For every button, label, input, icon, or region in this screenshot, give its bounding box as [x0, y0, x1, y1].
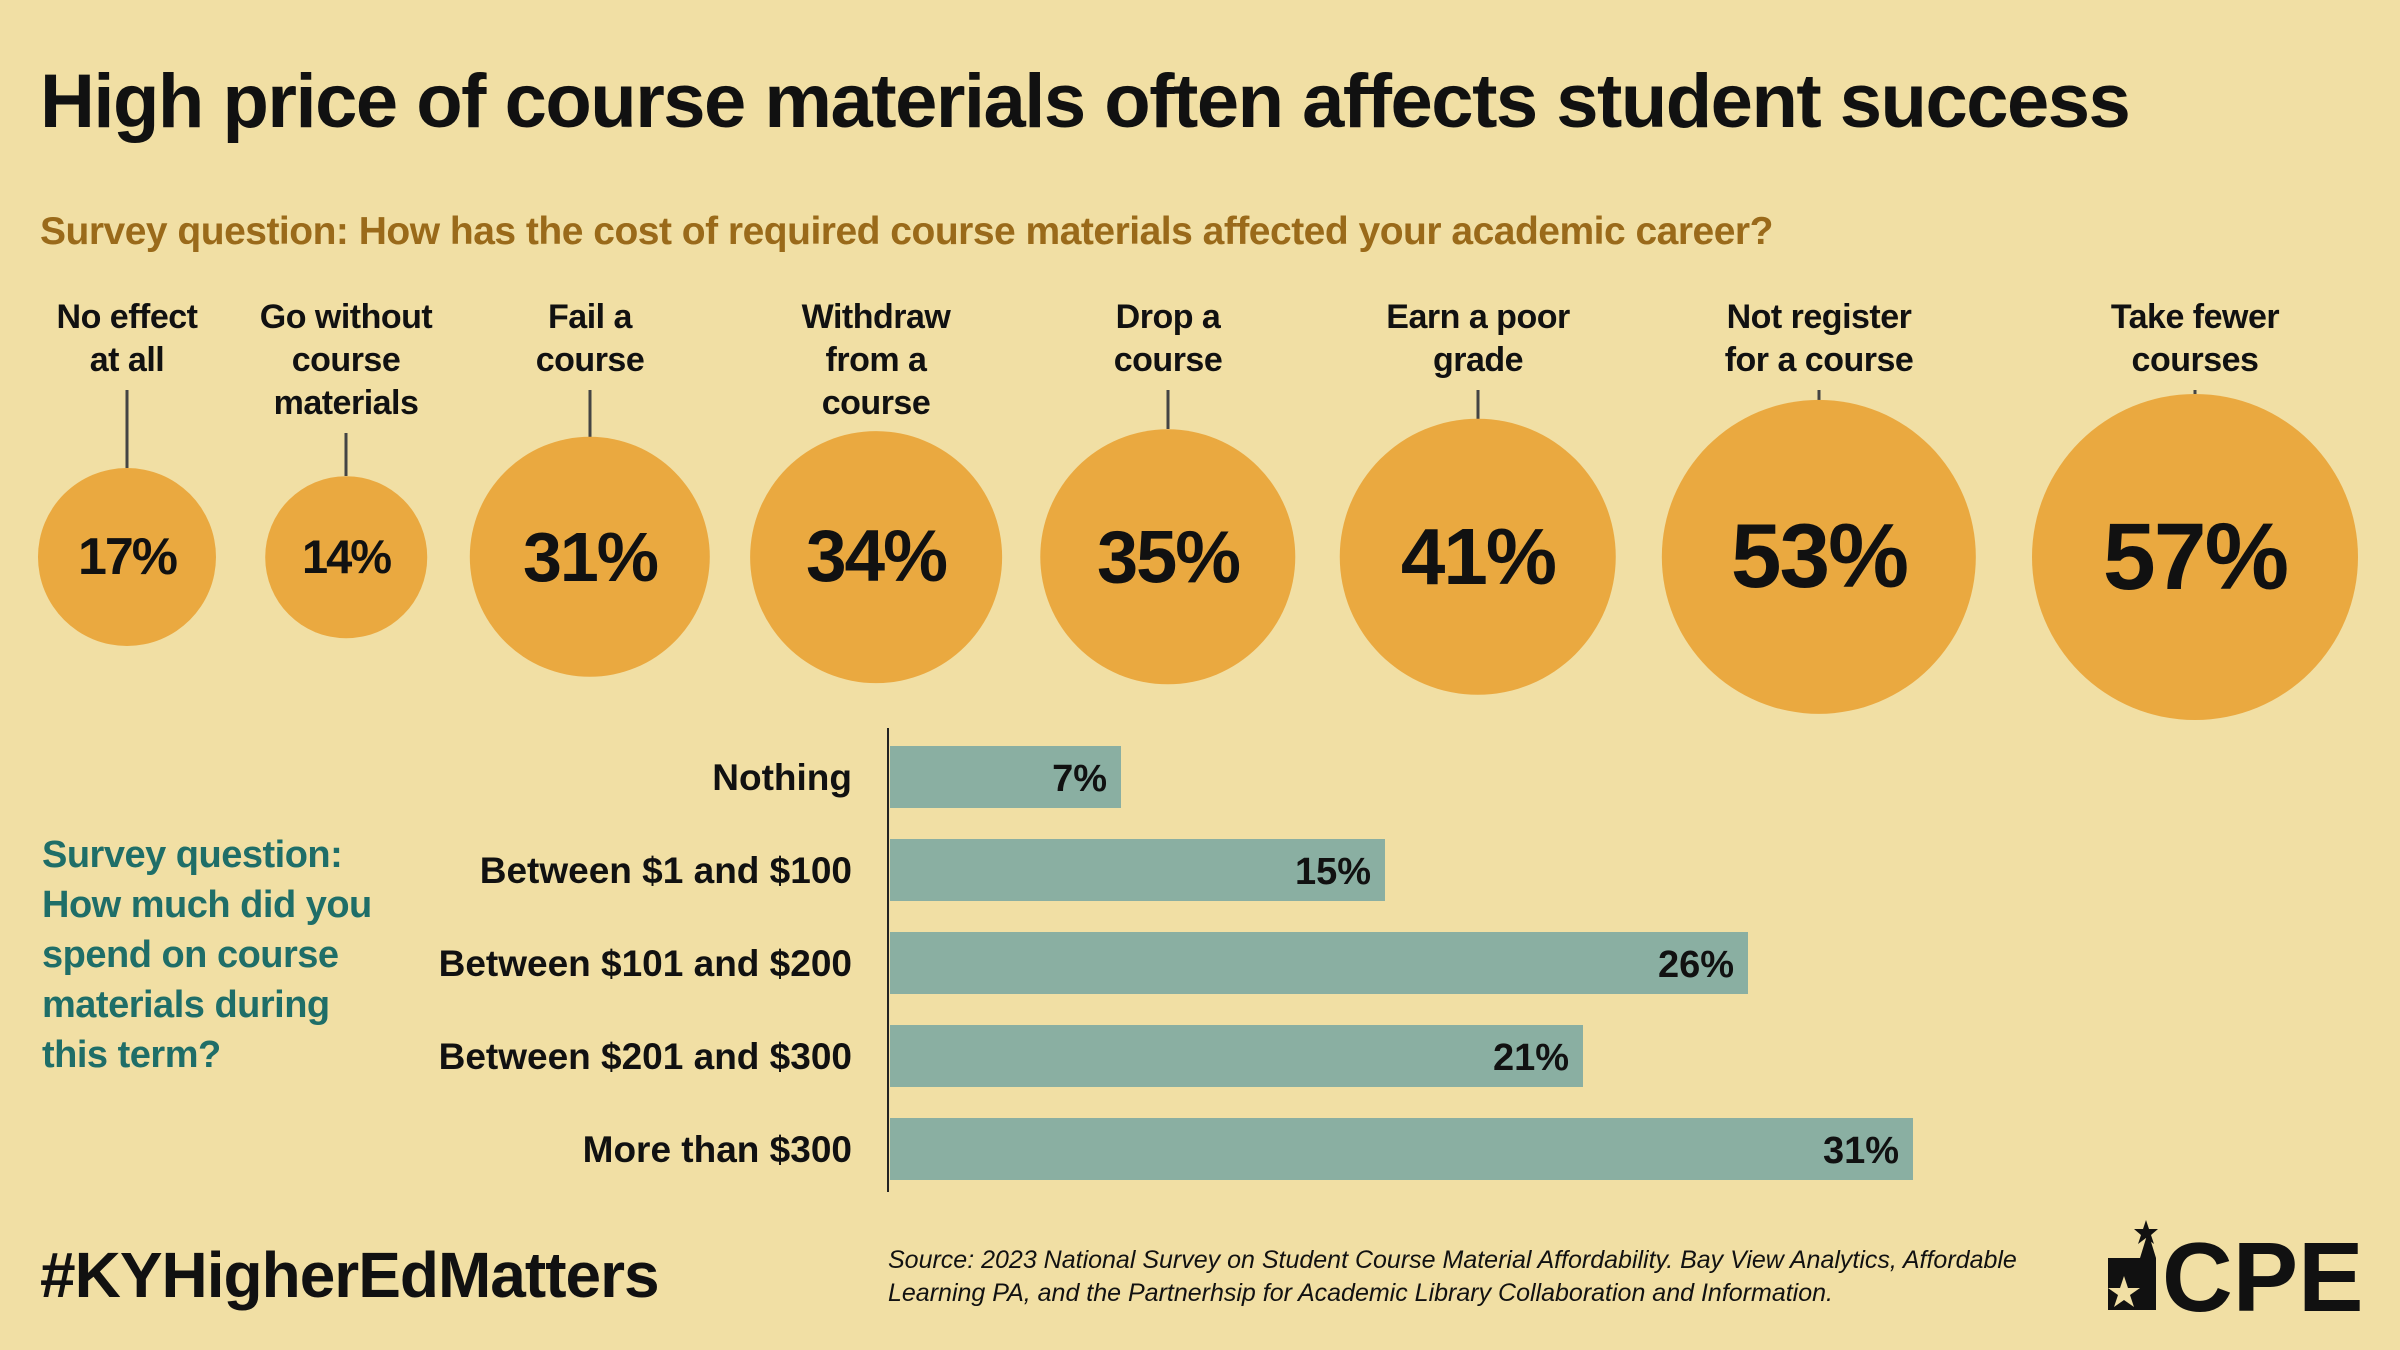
- bubble-category-label-line: Withdraw: [801, 298, 951, 336]
- bar-value-label: 26%: [1658, 944, 1734, 986]
- bar-category-label: Nothing: [712, 757, 852, 798]
- bubble-category-label: Take fewer courses: [2110, 296, 2280, 382]
- kentucky-star-icon: [2108, 1220, 2158, 1310]
- cpe-logo: CPE: [2108, 1220, 2364, 1318]
- bubble-value-label: 34%: [805, 516, 948, 598]
- bubble-category-label-line: No effect: [56, 298, 198, 336]
- bubble-category-label-line: course: [1113, 341, 1223, 379]
- bar: [890, 1025, 1583, 1087]
- page-title: High price of course materials often aff…: [40, 59, 2131, 144]
- bubble-category-label-line: materials: [273, 384, 419, 422]
- bar-value-label: 15%: [1295, 851, 1371, 893]
- bar: [890, 746, 1121, 808]
- bubble-category-label-line: at all: [89, 341, 165, 379]
- bubble: 14%: [265, 476, 427, 638]
- bubble-value-label: 57%: [2102, 503, 2289, 610]
- survey-question-2: Survey question: How much did you spend …: [42, 834, 372, 1076]
- bubble-connector: [1166, 390, 1170, 430]
- bar-category-label: More than $300: [583, 1129, 852, 1170]
- bubble-connector: [344, 433, 348, 477]
- bubble: 35%: [1040, 429, 1296, 685]
- bubble-category-label-line: course: [821, 384, 931, 422]
- bubble: 41%: [1339, 418, 1617, 696]
- bubble-category-label-line: course: [535, 341, 645, 379]
- bar: [890, 1118, 1913, 1180]
- bubble-category-label: Earn a poor grade: [1386, 296, 1570, 382]
- bubble-category-label-line: grade: [1432, 341, 1524, 379]
- bubble-value-label: 53%: [1730, 506, 1909, 607]
- bubble-category-label-line: courses: [2131, 341, 2259, 379]
- bubble: 57%: [2032, 394, 2358, 720]
- bubble-category-label-line: Earn a poor: [1386, 298, 1570, 336]
- logo-text: CPE: [2162, 1222, 2364, 1318]
- bubble-value-label: 17%: [77, 528, 178, 586]
- bubble-category-label-line: Go without: [259, 298, 433, 336]
- bar-chart: Nothing 7% Between $1 and $100 15% Between $…: [439, 728, 1913, 1192]
- bubble-value-label: 41%: [1400, 511, 1557, 601]
- hashtag: #KYHigherEdMatters: [40, 1239, 660, 1311]
- bubble: 17%: [37, 467, 217, 647]
- bubble-category-label-line: Fail a: [548, 298, 632, 336]
- bubble-connector: [125, 390, 129, 468]
- bubble: 53%: [1661, 399, 1977, 715]
- bubble-category-label-line: Not register: [1726, 298, 1912, 336]
- bubble-category-label: Fail a course: [536, 296, 645, 382]
- bubble-category-label-line: for a course: [1724, 341, 1914, 379]
- bubble-connector: [2193, 390, 2197, 394]
- bubble-category-label: No effect at all: [57, 296, 198, 382]
- survey-question-1: Survey question: How has the cost of req…: [40, 210, 1773, 253]
- bubble-category-label-line: Drop a: [1115, 298, 1221, 336]
- bar: [890, 839, 1385, 901]
- bubble-chart: No effect at all 17% Go without course materi…: [37, 296, 2358, 720]
- bar-category-label: Between $1 and $100: [480, 850, 852, 891]
- bubble-category-label-line: from a: [825, 341, 927, 379]
- bubble-value-label: 31%: [522, 518, 659, 596]
- bubble-category-label: Go without course materials: [260, 296, 433, 425]
- bubble-value-label: 35%: [1096, 515, 1241, 599]
- bubble-value-label: 14%: [301, 530, 392, 584]
- bar: [890, 932, 1748, 994]
- bar-category-label: Between $101 and $200: [439, 943, 852, 984]
- bubble-connector: [1817, 390, 1821, 400]
- bubble: 31%: [469, 436, 711, 678]
- bubble-connector: [1476, 390, 1480, 419]
- bubble-category-label-line: course: [291, 341, 401, 379]
- source-note: Source: 2023 National Survey on Student …: [888, 1246, 2017, 1307]
- bubble: 34%: [750, 431, 1002, 683]
- bubble-category-label: Drop a course: [1114, 296, 1223, 382]
- bar-value-label: 21%: [1493, 1037, 1569, 1079]
- bubble-connector: [588, 390, 592, 437]
- bubble-category-label: Withdraw from a course: [802, 296, 951, 425]
- bar-value-label: 7%: [1052, 758, 1107, 800]
- bar-value-label: 31%: [1823, 1130, 1899, 1172]
- bar-category-label: Between $201 and $300: [439, 1036, 852, 1077]
- bubble-category-label-line: Take fewer: [2110, 298, 2280, 336]
- bubble-category-label: Not register for a course: [1725, 296, 1914, 382]
